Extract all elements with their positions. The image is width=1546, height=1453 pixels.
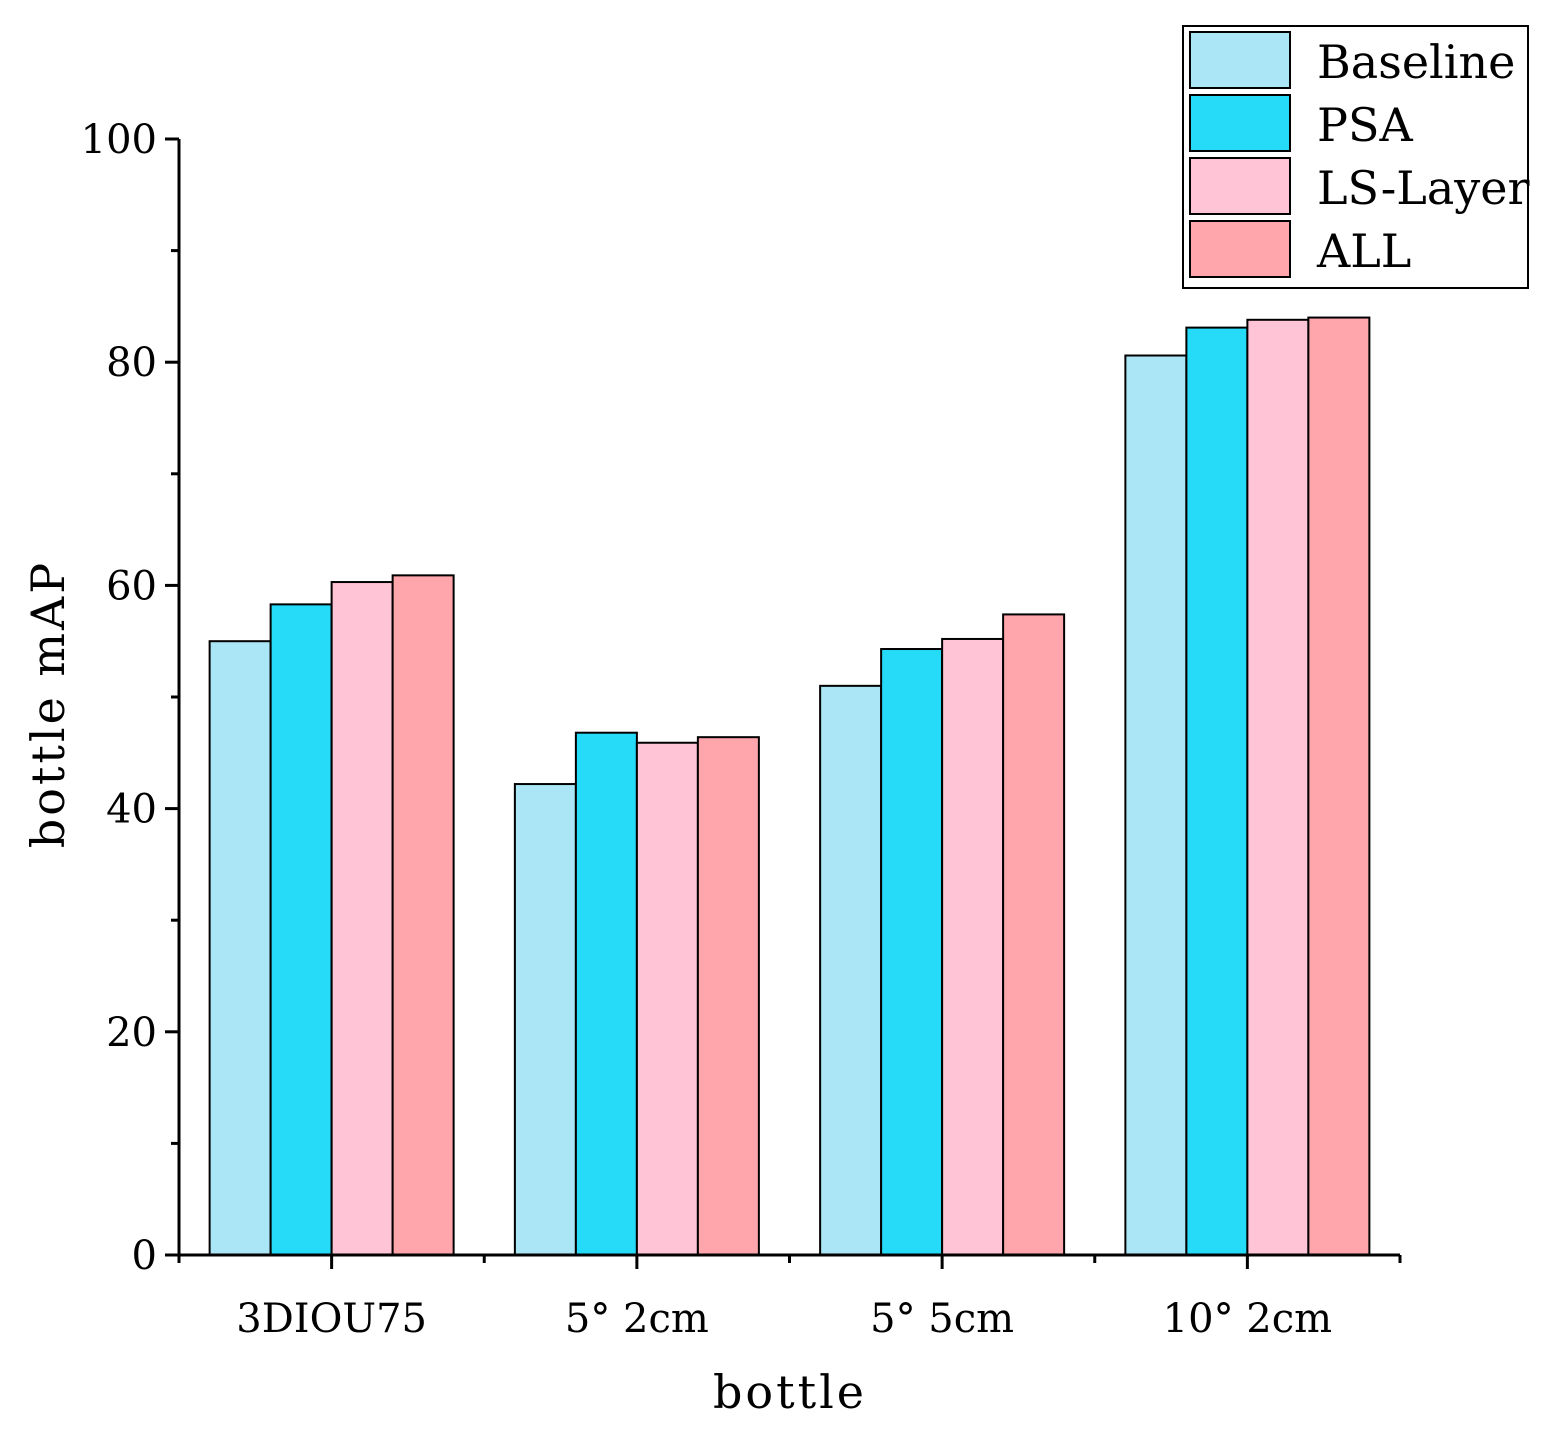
bar-ls-layer-4 xyxy=(1246,318,1310,1256)
legend-label-all: ALL xyxy=(1316,224,1411,278)
bar-psa-3 xyxy=(880,648,944,1256)
x-tick-label: 5° 2cm xyxy=(565,1296,709,1342)
bar-baseline-2 xyxy=(513,783,577,1256)
x-tick-label: 5° 5cm xyxy=(870,1296,1014,1342)
bar-ls-layer-1 xyxy=(330,581,394,1256)
y-axis-title: bottle mAP xyxy=(21,560,75,848)
legend-label-ls-layer: LS-Layer xyxy=(1317,161,1529,215)
y-tick-label: 40 xyxy=(106,787,157,833)
bar-all-4 xyxy=(1307,316,1371,1256)
category-labels: 3DIOU75 5° 2cm 5° 5cm 10° 2cm xyxy=(236,1296,1332,1342)
legend: Baseline PSA LS-Layer ALL xyxy=(1182,25,1529,289)
bar-all-2 xyxy=(696,736,760,1256)
y-tick-label: 100 xyxy=(81,117,157,163)
legend-label-baseline: Baseline xyxy=(1317,35,1515,89)
bars-layer xyxy=(208,316,1371,1256)
bar-baseline-3 xyxy=(819,684,883,1256)
bar-all-1 xyxy=(391,574,455,1256)
x-tick-label: 3DIOU75 xyxy=(236,1296,427,1342)
bar-ls-layer-3 xyxy=(941,637,1005,1256)
x-tick-label: 10° 2cm xyxy=(1163,1296,1332,1342)
y-tick-label: 0 xyxy=(132,1233,157,1279)
y-tick-label: 20 xyxy=(106,1010,157,1056)
bar-all-3 xyxy=(1002,613,1066,1256)
ticks-layer: 0 20 40 60 80 100 xyxy=(81,117,1402,1279)
y-tick-label: 80 xyxy=(106,340,157,386)
x-axis-title: bottle xyxy=(713,1365,867,1419)
legend-swatch-psa xyxy=(1189,94,1291,152)
legend-swatch-baseline xyxy=(1189,31,1291,89)
bar-baseline-1 xyxy=(208,640,272,1256)
y-tick-label: 60 xyxy=(106,563,157,609)
bar-psa-2 xyxy=(574,731,638,1256)
bar-psa-1 xyxy=(269,603,333,1256)
legend-label-psa: PSA xyxy=(1317,98,1413,152)
bar-ls-layer-2 xyxy=(635,741,699,1256)
legend-swatch-ls-layer xyxy=(1189,157,1291,215)
legend-swatch-all xyxy=(1189,220,1291,278)
bar-baseline-4 xyxy=(1124,354,1188,1256)
bar-psa-4 xyxy=(1185,326,1249,1256)
